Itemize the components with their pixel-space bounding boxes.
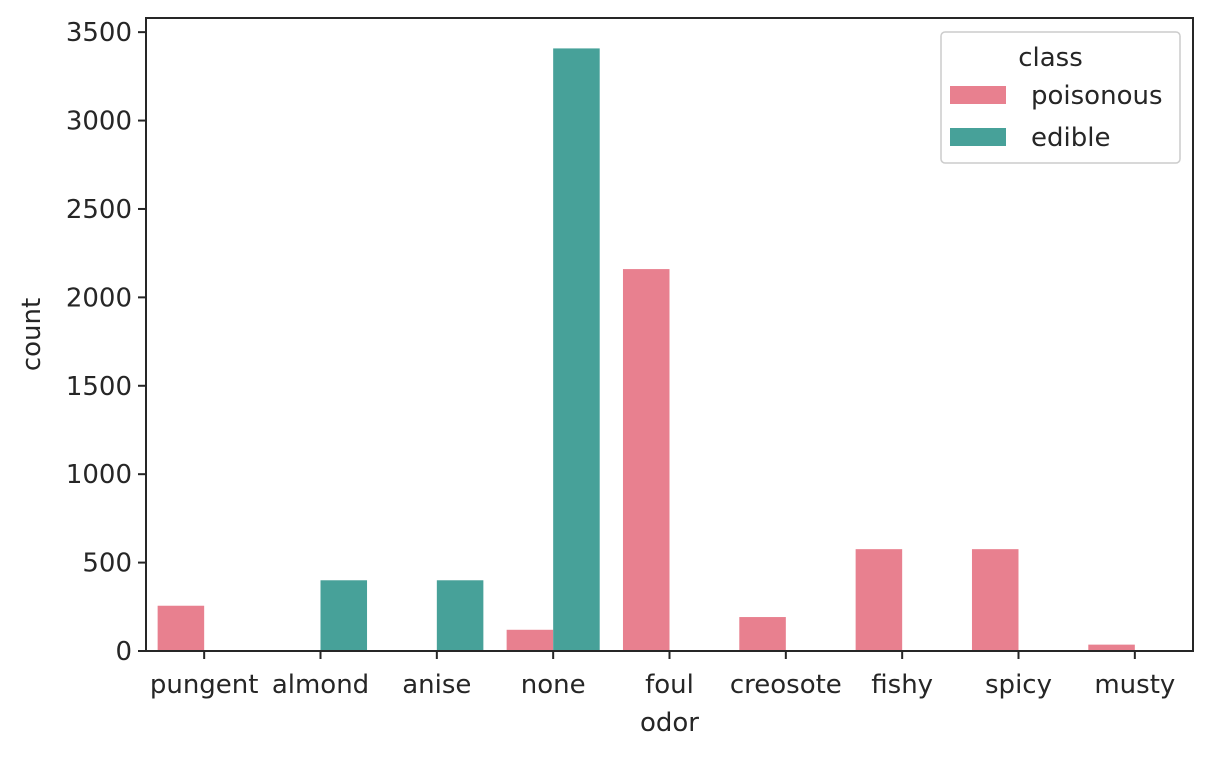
plot-frame	[145, 17, 1194, 652]
bar-poisonous-pungent	[157, 605, 205, 651]
x-tick-label: musty	[1094, 670, 1175, 700]
y-tick-label: 1000	[66, 460, 132, 490]
y-tick-label: 0	[115, 637, 132, 667]
x-tick-label: none	[521, 670, 586, 700]
bar-edible-none	[553, 48, 600, 651]
y-tick-label: 2500	[66, 195, 132, 225]
bar-poisonous-creosote	[739, 617, 786, 651]
y-tick-label: 1500	[66, 372, 132, 402]
legend-label-poisonous: poisonous	[1031, 81, 1163, 111]
y-tick-label: 500	[82, 549, 132, 579]
bar-poisonous-none	[506, 629, 554, 651]
bar-poisonous-fishy	[855, 549, 903, 651]
y-tick-label: 3000	[66, 107, 132, 137]
bar-poisonous-musty	[1088, 644, 1135, 651]
bar-edible-anise	[436, 580, 484, 651]
legend-items: poisonous edible	[950, 81, 1163, 153]
x-tick-label: foul	[645, 670, 694, 700]
x-axis-ticks: pungent almond anise none foul creosote fishy s…	[150, 651, 1175, 700]
legend-label-edible: edible	[1031, 123, 1110, 153]
bars-group	[157, 48, 1135, 651]
x-tick-label: pungent	[150, 670, 259, 700]
x-tick-label: anise	[402, 670, 471, 700]
legend-title: class	[1018, 43, 1083, 73]
x-tick-label: almond	[272, 670, 369, 700]
legend-swatch-edible	[950, 128, 1006, 146]
bar-poisonous-spicy	[971, 549, 1019, 651]
y-tick-label: 3500	[66, 18, 132, 48]
x-tick-label: fishy	[871, 670, 933, 700]
y-axis-label: count	[17, 298, 47, 371]
x-tick-label: spicy	[985, 670, 1052, 700]
legend-swatch-poisonous	[950, 86, 1006, 104]
legend: class poisonous edible	[940, 31, 1181, 164]
y-axis-ticks: 0 500 1000 1500 2000 2500 3000 3500	[66, 18, 146, 667]
x-tick-label: creosote	[730, 670, 842, 700]
y-tick-label: 2000	[66, 283, 132, 313]
bar-poisonous-foul	[622, 269, 670, 651]
bar-edible-almond	[320, 580, 368, 651]
x-axis-label: odor	[640, 708, 699, 738]
